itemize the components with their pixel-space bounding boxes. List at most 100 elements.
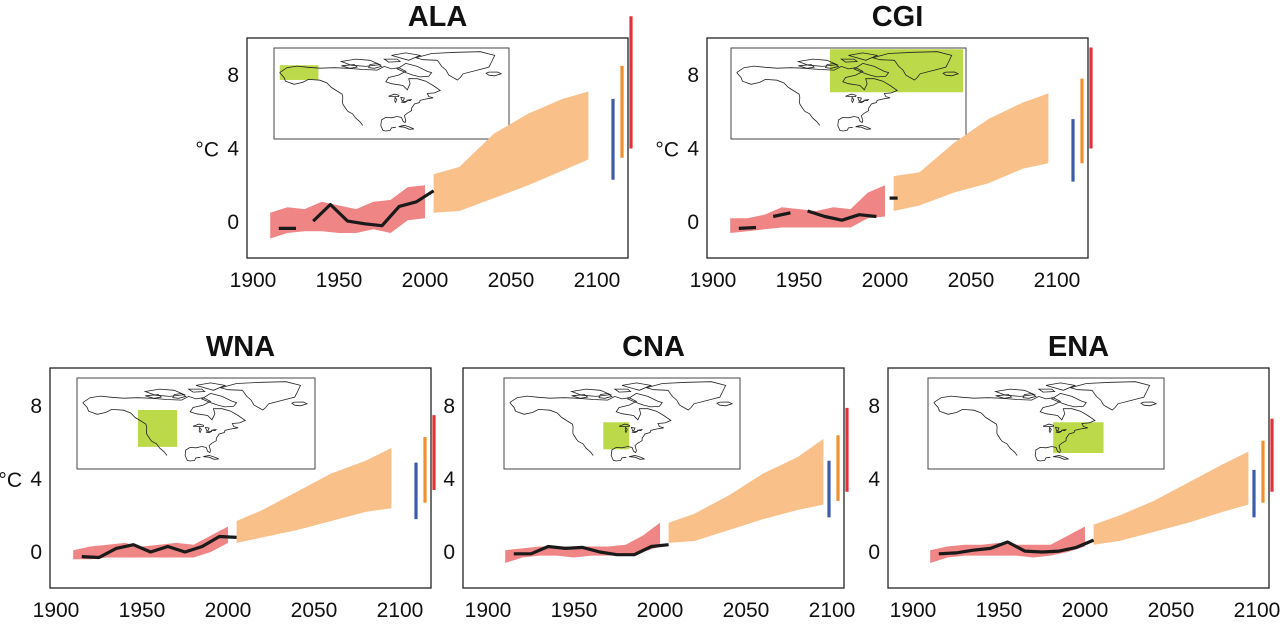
region-highlight (1053, 422, 1104, 454)
panel-wna: WNA 0 4 8 1900 1950 2000 2050 2100 °C (0, 331, 436, 622)
coastline-island (1050, 392, 1087, 408)
coastline-west (933, 402, 1018, 456)
projection-band (236, 448, 392, 543)
y-tick-label: 4 (443, 468, 455, 491)
y-tick-label: 0 (687, 211, 699, 234)
map-content (933, 381, 1158, 462)
map-content (82, 381, 309, 462)
coastline-island (195, 382, 227, 391)
coastline-west (736, 72, 821, 126)
x-tick-label: 1900 (690, 269, 737, 292)
coastline-lake (406, 99, 413, 102)
observed-line (513, 543, 669, 557)
x-tick-label: 2000 (637, 599, 684, 622)
x-tick-label: 2050 (1148, 599, 1195, 622)
x-tick-label: 2100 (809, 599, 856, 622)
coastline-greenland (219, 381, 302, 411)
coastline-island (621, 382, 653, 391)
panel-title: CNA (622, 331, 685, 363)
observed-line (738, 225, 757, 230)
x-tick-label: 2100 (574, 269, 621, 292)
observed-line (938, 538, 1095, 556)
coastline-iceland (716, 401, 734, 407)
x-tick-label: 2100 (377, 599, 424, 622)
y-tick-label: 8 (868, 395, 880, 418)
coastline-lake (388, 93, 400, 97)
plot-frame (246, 37, 629, 259)
coastline-island (613, 388, 632, 393)
projection-band (433, 91, 589, 213)
plot-frame (706, 37, 1089, 259)
x-tick-label: 2050 (723, 599, 770, 622)
coastline-east (736, 65, 899, 132)
y-tick-label: 0 (868, 541, 880, 564)
x-tick-label: 1900 (230, 269, 277, 292)
coastline-island (368, 62, 383, 69)
map-content (736, 49, 964, 132)
coastline-east (509, 395, 672, 462)
observed-line (312, 189, 435, 228)
coastline-island (825, 62, 840, 69)
plot-frame (49, 367, 432, 589)
coastline-island (391, 52, 422, 61)
coastline-east (82, 395, 247, 462)
coastline-island (626, 392, 663, 408)
panel-cna: CNA 0 4 8 1900 1950 2000 2050 2100 (443, 331, 855, 622)
coastline-cuba (1053, 454, 1069, 460)
y-tick-label: 8 (30, 395, 42, 418)
coastline-west (279, 72, 364, 126)
coastline-island (200, 392, 238, 408)
region-map-inset (730, 47, 967, 140)
coastline-lake (637, 429, 643, 432)
panel-ala: ALA 0 4 8 1900 1950 2000 2050 2100 °C (195, 1, 633, 292)
historical-band (505, 522, 660, 563)
coastline-lake (624, 426, 628, 434)
coastline-lake (851, 96, 855, 104)
coastline-island (1045, 382, 1077, 391)
coastline-lake (631, 430, 638, 434)
coastline-lake (1061, 429, 1067, 432)
coastline-island (341, 64, 359, 69)
x-tick-label: 1900 (465, 599, 512, 622)
x-tick-label: 1950 (776, 269, 823, 292)
projection-band (893, 93, 1049, 211)
coastline-island (172, 392, 187, 399)
panel-title: ENA (1048, 331, 1109, 363)
coastline-cuba (398, 124, 415, 130)
coastline-island (396, 62, 433, 78)
x-tick-label: 2050 (488, 269, 535, 292)
plot-frame (462, 367, 845, 589)
historical-band (73, 526, 228, 560)
coastline-lake (1048, 426, 1052, 434)
coastline-island (187, 388, 206, 393)
coastline-lake (394, 96, 398, 104)
y-tick-label: 0 (227, 211, 239, 234)
coastline-lake (400, 96, 405, 102)
coastline-lake (205, 430, 213, 434)
coastline-island (848, 52, 879, 61)
y-tick-label: 4 (687, 138, 699, 161)
panel-title: WNA (206, 331, 275, 363)
x-tick-label: 2000 (205, 599, 252, 622)
coastline-iceland (485, 71, 503, 77)
y-axis-label: °C (655, 139, 679, 162)
historical-band (270, 185, 425, 239)
coastline-island (598, 392, 613, 399)
coastline-iceland (1140, 401, 1158, 407)
coastline-lake (204, 426, 210, 432)
x-tick-label: 1950 (119, 599, 166, 622)
projection-band (668, 438, 824, 543)
coastline-east (279, 65, 442, 132)
y-tick-label: 8 (443, 395, 455, 418)
region-highlight (279, 65, 319, 80)
panel-cgi: CGI 0 4 8 1900 1950 2000 2050 2100 °C (655, 1, 1093, 292)
coastline-lake (198, 426, 202, 434)
coastline-greenland (871, 51, 953, 81)
y-tick-label: 4 (227, 138, 239, 161)
coastline-west (509, 402, 594, 456)
coastline-cuba (203, 454, 219, 460)
coastline-lake (845, 93, 857, 97)
coastline-lake (630, 426, 636, 432)
y-tick-label: 4 (868, 468, 880, 491)
coastline-greenland (414, 51, 496, 81)
